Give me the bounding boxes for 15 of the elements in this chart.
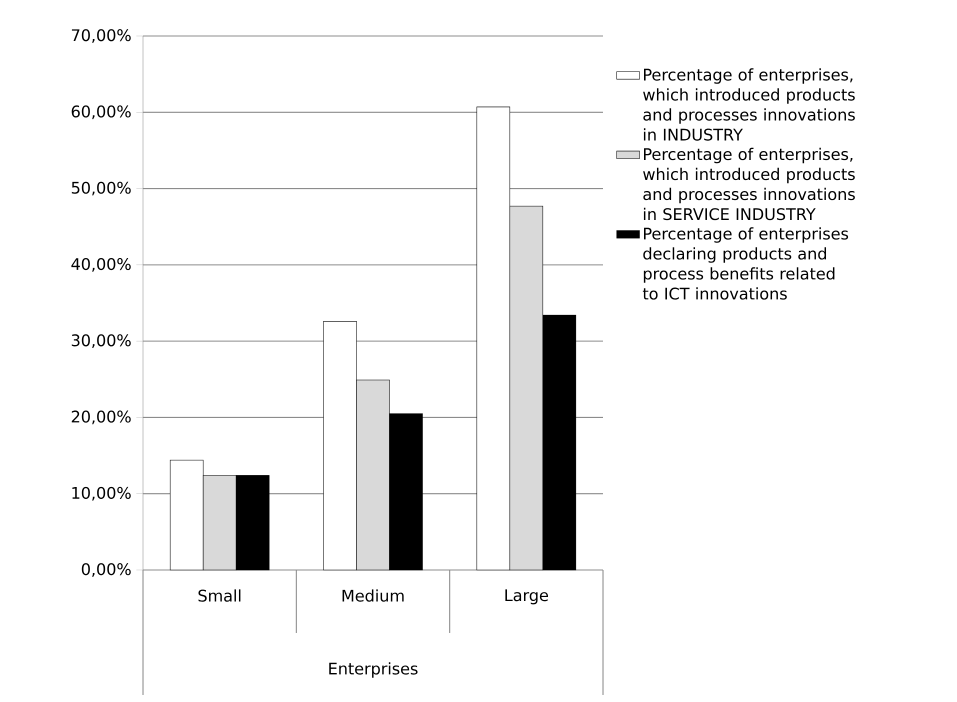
x-tick-label: Large [505, 589, 548, 604]
legend-label: Percentage of enterprises, which introduced products and processes innovations in SERVICE INDUSTRY [643, 148, 855, 220]
y-tick-label: 60,00% [72, 105, 131, 120]
y-tick-label: 0,00% [82, 563, 131, 577]
x-tick-label: Small [198, 589, 240, 602]
y-tick-label: 10,00% [72, 486, 131, 501]
x-tick-label: Medium [342, 589, 404, 602]
y-tick-label: 70,00% [72, 29, 131, 43]
y-tick-label: 30,00% [72, 334, 131, 348]
x-axis-title: Enterprises [329, 662, 418, 678]
y-tick-label: 20,00% [72, 410, 131, 424]
y-tick-label: 40,00% [71, 258, 131, 272]
legend-label: Percentage of enterprises declaring products and process benefits related to ICT innovations [642, 227, 848, 300]
y-tick-label: 50,00% [72, 182, 131, 196]
legend-label: Percentage of enterprises, which introduced products and processes innovations in INDUSTRY [643, 68, 855, 141]
